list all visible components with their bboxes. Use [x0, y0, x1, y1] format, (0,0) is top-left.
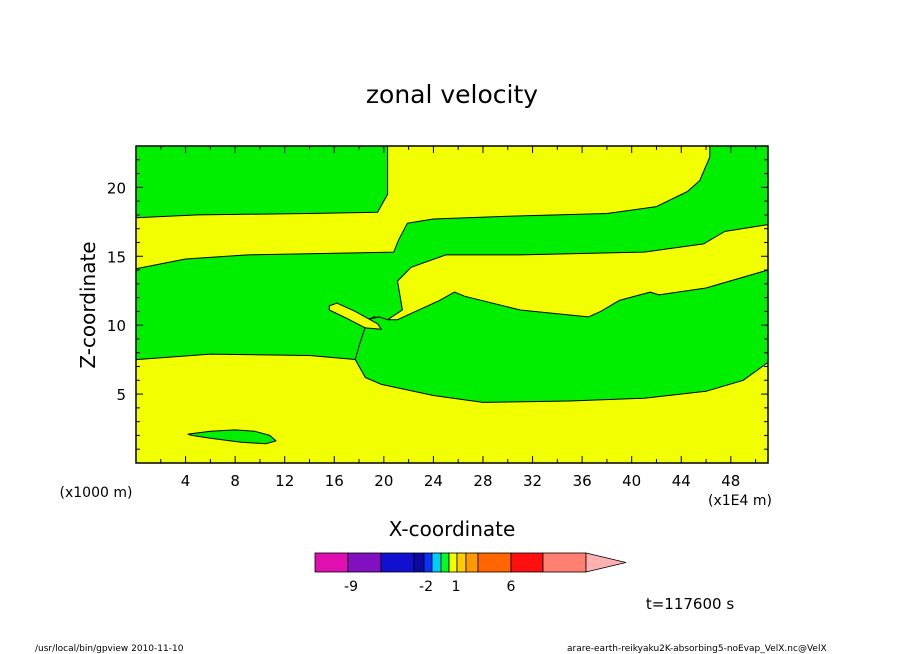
colorbar-cell — [431, 552, 442, 573]
colorbar-cell — [465, 552, 479, 573]
x-tick-label: 28 — [473, 472, 492, 490]
region-yellow-island — [328, 302, 382, 330]
colorbar-cell — [347, 552, 382, 573]
colorbar-tick-label: -9 — [344, 579, 358, 595]
region-green-top-left — [135, 145, 389, 219]
colorbar-cell — [423, 552, 433, 573]
colorbar-cell — [413, 552, 425, 573]
colorbar-cell — [510, 552, 544, 573]
region-green-bottom-island — [187, 429, 277, 445]
region-green-top-right — [135, 145, 769, 361]
colorbar-cell — [440, 552, 450, 573]
colorbar-tick-label: 1 — [452, 579, 461, 595]
contour-regions — [135, 145, 769, 445]
y-tick-label: 10 — [107, 317, 126, 335]
colorbar: -9 -2 1 6 — [314, 552, 627, 595]
x-axis-label: X-coordinate — [389, 517, 516, 541]
y-units-label: (x1000 m) — [60, 485, 133, 501]
x-tick-label: 12 — [275, 472, 294, 490]
x-tick-label: 44 — [672, 472, 691, 490]
x-tick-label: 48 — [721, 472, 740, 490]
colorbar-cell — [314, 552, 349, 573]
x-tick-label: 24 — [424, 472, 443, 490]
y-tick-label: 15 — [107, 248, 126, 266]
chart-title: zonal velocity — [366, 80, 538, 109]
colorbar-cell — [477, 552, 512, 573]
time-label: t=117600 s — [646, 595, 734, 613]
x-tick-label: 36 — [573, 472, 592, 490]
x-tick-label: 40 — [622, 472, 641, 490]
colorbar-cell — [380, 552, 415, 573]
x-tick-label: 32 — [523, 472, 542, 490]
plot-frame — [135, 145, 769, 464]
region-green-middle-lower — [354, 269, 769, 403]
x-tick-label: 8 — [230, 472, 240, 490]
x-tick-label: 16 — [325, 472, 344, 490]
colorbar-tick-label: 6 — [507, 579, 516, 595]
y-tick-label: 5 — [116, 386, 126, 404]
footer-left: /usr/local/bin/gpview 2010-11-10 — [35, 644, 184, 654]
footer-right: arare-earth-reikyaku2K-absorbing5-noEvap… — [567, 644, 827, 654]
colorbar-cell — [542, 552, 587, 573]
colorbar-cell — [448, 552, 458, 573]
x-units-label: (x1E4 m) — [708, 493, 772, 509]
colorbar-arrow — [585, 552, 627, 573]
x-tick-label: 20 — [374, 472, 393, 490]
colorbar-tick-label: -2 — [419, 579, 433, 595]
colorbar-cell — [456, 552, 467, 573]
x-tick-label: 4 — [181, 472, 191, 490]
y-tick-label: 20 — [107, 179, 126, 197]
y-axis-label: Z-coordinate — [76, 241, 100, 368]
